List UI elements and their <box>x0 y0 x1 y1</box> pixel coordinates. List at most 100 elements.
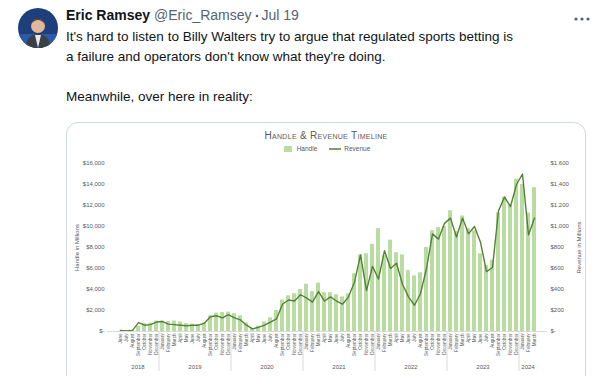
svg-text:May: May <box>256 333 261 342</box>
svg-text:April: April <box>322 334 327 343</box>
svg-text:July: July <box>124 333 129 342</box>
svg-text:December: December <box>226 333 231 355</box>
svg-text:July: July <box>484 333 489 342</box>
svg-text:July: July <box>412 333 417 342</box>
svg-text:May: May <box>328 333 333 342</box>
svg-text:$12,000: $12,000 <box>83 202 105 208</box>
svg-text:$400: $400 <box>551 286 565 292</box>
svg-text:June: June <box>190 333 195 343</box>
svg-text:$-: $- <box>99 328 104 334</box>
svg-text:August: August <box>202 333 207 348</box>
svg-text:October: October <box>214 333 219 350</box>
svg-text:November: November <box>364 333 369 355</box>
svg-text:$1,000: $1,000 <box>551 223 570 229</box>
svg-text:$2,000: $2,000 <box>86 307 105 313</box>
svg-text:December: December <box>442 333 447 355</box>
svg-text:January: January <box>520 333 525 350</box>
svg-text:December: December <box>154 333 159 355</box>
svg-text:May: May <box>184 333 189 342</box>
svg-text:October: October <box>358 333 363 350</box>
svg-text:$6,000: $6,000 <box>86 265 105 271</box>
svg-text:2024: 2024 <box>521 364 535 370</box>
svg-text:August: August <box>418 333 423 348</box>
svg-text:$200: $200 <box>551 307 565 313</box>
svg-text:$600: $600 <box>551 265 565 271</box>
svg-text:$1,600: $1,600 <box>551 160 570 166</box>
svg-text:February: February <box>454 333 459 352</box>
svg-text:August: August <box>490 333 495 348</box>
svg-text:February: February <box>238 333 243 352</box>
svg-text:October: October <box>430 333 435 350</box>
svg-text:June: June <box>478 333 483 343</box>
svg-text:January: January <box>232 333 237 350</box>
svg-text:March: March <box>244 333 249 346</box>
svg-text:$16,000: $16,000 <box>83 160 105 166</box>
svg-text:July: July <box>340 333 345 342</box>
svg-text:June: June <box>406 333 411 343</box>
svg-text:Handle in Millions: Handle in Millions <box>74 224 80 271</box>
svg-text:February: February <box>382 333 387 352</box>
svg-text:2023: 2023 <box>476 364 490 370</box>
svg-text:$1,200: $1,200 <box>551 202 570 208</box>
svg-text:March: March <box>316 333 321 346</box>
svg-text:November: November <box>148 333 153 355</box>
svg-text:February: February <box>310 333 315 352</box>
svg-text:July: July <box>196 333 201 342</box>
svg-text:January: January <box>376 333 381 350</box>
svg-text:October: October <box>142 333 147 350</box>
svg-text:November: November <box>292 333 297 355</box>
svg-text:April: April <box>394 334 399 343</box>
svg-text:$-: $- <box>551 328 556 334</box>
svg-text:$800: $800 <box>551 244 565 250</box>
svg-text:April: April <box>178 334 183 343</box>
svg-text:September: September <box>496 333 501 356</box>
svg-text:2022: 2022 <box>404 364 418 370</box>
svg-text:January: January <box>160 333 165 350</box>
svg-text:May: May <box>472 333 477 342</box>
svg-text:September: September <box>352 333 357 356</box>
svg-text:October: October <box>502 333 507 350</box>
svg-text:August: August <box>346 333 351 348</box>
svg-text:December: December <box>370 333 375 355</box>
html-text:It's hard to listen to Billy W: It's hard to listen to Billy Walters try… <box>66 29 513 44</box>
svg-text:December: December <box>298 333 303 355</box>
svg-text:$10,000: $10,000 <box>83 223 105 229</box>
svg-text:May: May <box>400 333 405 342</box>
svg-text:March: March <box>172 333 177 346</box>
html-text:Jul 19: Jul 19 <box>261 7 299 23</box>
svg-text:$4,000: $4,000 <box>86 286 105 292</box>
svg-text:August: August <box>130 333 135 348</box>
svg-text:March: March <box>460 333 465 346</box>
svg-text:June: June <box>118 333 123 343</box>
svg-text:April: April <box>466 334 471 343</box>
svg-text:November: November <box>508 333 513 355</box>
svg-text:2019: 2019 <box>188 364 202 370</box>
svg-text:September: September <box>424 333 429 356</box>
svg-text:January: January <box>448 333 453 350</box>
svg-text:September: September <box>208 333 213 356</box>
svg-text:$8,000: $8,000 <box>86 244 105 250</box>
svg-text:February: February <box>526 333 531 352</box>
svg-text:$14,000: $14,000 <box>83 181 105 187</box>
svg-text:October: October <box>286 333 291 350</box>
svg-text:2018: 2018 <box>131 364 145 370</box>
svg-text:July: July <box>268 333 273 342</box>
svg-text:November: November <box>220 333 225 355</box>
svg-text:$1,400: $1,400 <box>551 181 570 187</box>
svg-text:December: December <box>514 333 519 355</box>
svg-text:January: January <box>304 333 309 350</box>
svg-text:February: February <box>166 333 171 352</box>
svg-text:2021: 2021 <box>332 364 346 370</box>
svg-text:March: March <box>532 333 537 346</box>
svg-text:April: April <box>250 334 255 343</box>
svg-text:June: June <box>262 333 267 343</box>
svg-text:March: March <box>388 333 393 346</box>
svg-text:June: June <box>334 333 339 343</box>
svg-text:August: August <box>274 333 279 348</box>
html-text:Eric Ramsey @Eric_Ramsey: Eric Ramsey @Eric_Ramsey <box>66 7 252 23</box>
svg-text:September: September <box>280 333 285 356</box>
svg-text:Revenue in Millions: Revenue in Millions <box>576 221 582 273</box>
svg-text:November: November <box>436 333 441 355</box>
svg-text:September: September <box>136 333 141 356</box>
svg-text:2020: 2020 <box>260 364 274 370</box>
